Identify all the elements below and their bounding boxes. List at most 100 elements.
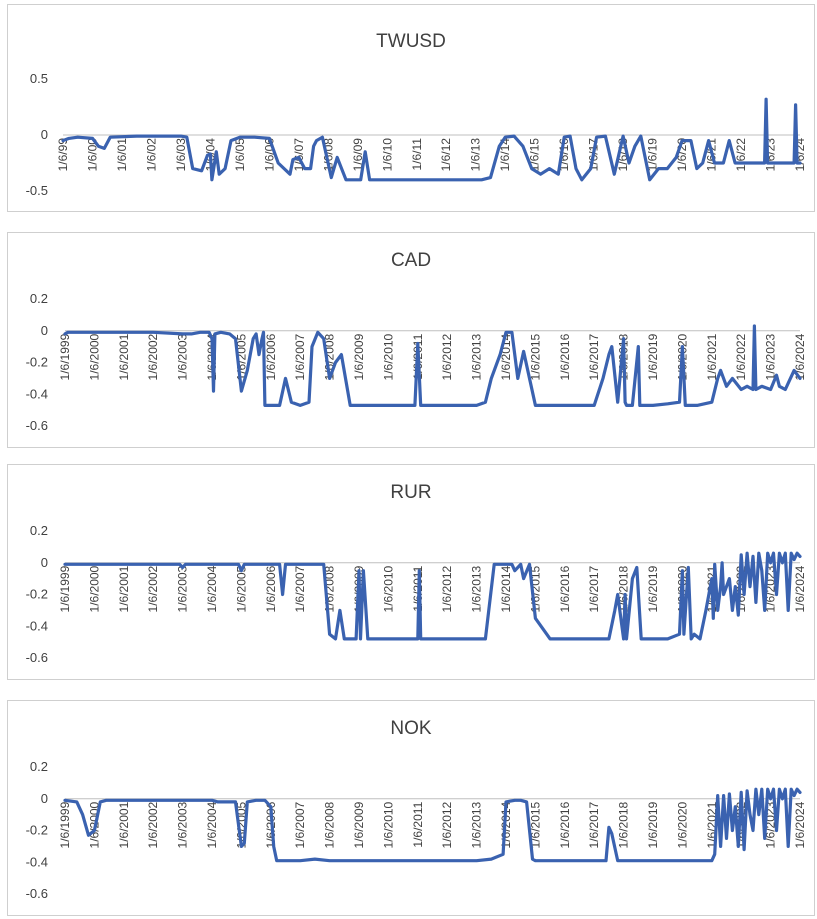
x-tick-label: 1/6/22 <box>734 138 748 172</box>
x-tick-label: 1/6/2004 <box>205 565 219 612</box>
chart-cad: CAD 0.2 0 -0.2 -0.4 -0.6 1/6/1999 1/6/2000 1/6/2… <box>26 250 807 433</box>
y-tick-label: 0.5 <box>30 71 48 86</box>
x-tick-label: 1/6/2015 <box>528 801 542 848</box>
x-tick-label: 1/6/1999 <box>58 565 72 612</box>
x-tick-label: 1/6/10 <box>380 138 394 172</box>
x-tick-label: 1/6/2006 <box>264 565 278 612</box>
series-line-rur <box>63 551 802 641</box>
x-tick-label: 1/6/2004 <box>205 801 219 848</box>
x-tick-label: 1/6/2012 <box>440 333 454 380</box>
x-tick-label: 1/6/2010 <box>381 565 395 612</box>
y-tick-label: -0.2 <box>26 587 48 602</box>
x-tick-label: 1/6/2019 <box>646 333 660 380</box>
x-tick-label: 1/6/09 <box>351 138 365 172</box>
x-tick-label: 1/6/2024 <box>793 565 807 612</box>
chart-rur: RUR 0.2 0 -0.2 -0.4 -0.6 1/6/1999 1/6/2000 1/6/2… <box>26 482 807 665</box>
x-tick-label: 1/6/1999 <box>58 333 72 380</box>
y-tick-label: 0.2 <box>30 759 48 774</box>
chart-panel-nok: NOK 0.2 0 -0.2 -0.4 -0.6 1/6/1999 1/6/2000 1/6/2… <box>7 700 815 916</box>
y-tick-label: 0 <box>41 555 48 570</box>
y-tick-label: -0.6 <box>26 886 48 901</box>
series-line-cad <box>63 324 802 407</box>
y-tick-label: -0.2 <box>26 823 48 838</box>
chart-twusd: TWUSD 0.5 0 -0.5 1/6/99 1/6/00 1/6/01 1/6/02 1/6… <box>26 31 807 198</box>
x-tick-label: 1/6/2013 <box>470 801 484 848</box>
x-tick-label: 1/6/2002 <box>146 565 160 612</box>
x-tick-label: 1/6/2010 <box>381 801 395 848</box>
x-tick-label: 1/6/2016 <box>558 801 572 848</box>
x-tick-label: 1/6/2014 <box>499 333 513 380</box>
x-tick-label: 1/6/13 <box>469 138 483 172</box>
chart-panel-rur: RUR 0.2 0 -0.2 -0.4 -0.6 1/6/1999 1/6/2000 1/6/2… <box>7 464 815 680</box>
x-tick-label: 1/6/2003 <box>176 565 190 612</box>
x-tick-label: 1/6/05 <box>233 138 247 172</box>
x-tick-label: 1/6/2012 <box>440 565 454 612</box>
y-tick-label: -0.4 <box>26 618 48 633</box>
x-tick-label: 1/6/2009 <box>352 333 366 380</box>
x-tick-label: 1/6/2018 <box>617 801 631 848</box>
x-tick-label: 1/6/14 <box>498 138 512 172</box>
x-tick-label: 1/6/2000 <box>87 333 101 380</box>
y-tick-label: -0.5 <box>26 183 48 198</box>
x-tick-label: 1/6/03 <box>174 138 188 172</box>
x-tick-label: 1/6/01 <box>115 138 129 172</box>
x-tick-label: 1/6/2014 <box>499 565 513 612</box>
x-tick-label: 1/6/2016 <box>558 333 572 380</box>
series-line-twusd <box>61 97 802 182</box>
x-tick-label: 1/6/2021 <box>705 333 719 380</box>
x-tick-label: 1/6/2001 <box>117 565 131 612</box>
y-tick-label: -0.4 <box>26 854 48 869</box>
y-tick-label: 0 <box>41 323 48 338</box>
x-tick-label: 1/6/2007 <box>293 333 307 380</box>
y-tick-label: 0.2 <box>30 523 48 538</box>
x-tick-label: 1/6/2019 <box>646 565 660 612</box>
chart-title-cad: CAD <box>391 250 431 271</box>
y-tick-label: -0.6 <box>26 418 48 433</box>
x-tick-label: 1/6/2017 <box>587 333 601 380</box>
x-tick-label: 1/6/2003 <box>176 333 190 380</box>
x-tick-label: 1/6/2011 <box>411 801 425 847</box>
chart-panel-twusd: TWUSD 0.5 0 -0.5 1/6/99 1/6/00 1/6/01 1/6/02 1/6… <box>7 4 815 212</box>
chart-panel-cad: CAD 0.2 0 -0.2 -0.4 -0.6 1/6/1999 1/6/2000 1/6/2… <box>7 232 815 448</box>
x-tick-label: 1/6/2005 <box>234 565 248 612</box>
x-tick-label: 1/6/2020 <box>675 801 689 848</box>
x-tick-label: 1/6/12 <box>439 138 453 172</box>
x-tick-label: 1/6/2007 <box>293 801 307 848</box>
x-tick-label: 1/6/02 <box>144 138 158 172</box>
x-tick-label: 1/6/2000 <box>87 565 101 612</box>
x-tick-label: 1/6/19 <box>646 138 660 172</box>
x-tick-label: 1/6/2007 <box>293 565 307 612</box>
x-tick-label: 1/6/2013 <box>470 333 484 380</box>
x-tick-label: 1/6/2013 <box>470 565 484 612</box>
x-tick-label: 1/6/2006 <box>264 333 278 380</box>
x-tick-label: 1/6/2017 <box>587 801 601 848</box>
x-tick-label: 1/6/2022 <box>734 333 748 380</box>
y-tick-label: 0 <box>41 127 48 142</box>
x-tick-label: 1/6/2012 <box>440 801 454 848</box>
x-tick-label: 1/6/2017 <box>587 565 601 612</box>
x-tick-label: 1/6/2023 <box>764 333 778 380</box>
x-tick-label: 1/6/2001 <box>117 801 131 848</box>
x-tick-label: 1/6/2024 <box>793 333 807 380</box>
y-tick-label: 0.2 <box>30 291 48 306</box>
x-tick-label: 1/6/2009 <box>352 801 366 848</box>
x-tick-label: 1/6/2010 <box>381 333 395 380</box>
x-tick-label: 1/6/11 <box>410 138 424 171</box>
y-tick-label: -0.2 <box>26 355 48 370</box>
x-tick-label: 1/6/2024 <box>793 801 807 848</box>
series-line-nok <box>63 787 802 863</box>
x-tick-label: 1/6/2002 <box>146 801 160 848</box>
y-tick-label: 0 <box>41 791 48 806</box>
x-tick-label: 1/6/2016 <box>558 565 572 612</box>
x-tick-label: 1/6/1999 <box>58 801 72 848</box>
x-tick-label: 1/6/2002 <box>146 333 160 380</box>
x-tick-label: 1/6/2015 <box>528 333 542 380</box>
chart-title-rur: RUR <box>390 482 431 503</box>
y-tick-label: -0.4 <box>26 386 48 401</box>
x-tick-label: 1/6/2001 <box>117 333 131 380</box>
x-tick-label: 1/6/2003 <box>176 801 190 848</box>
x-tick-label: 1/6/2008 <box>323 801 337 848</box>
x-tick-label: 1/6/2019 <box>646 801 660 848</box>
y-tick-label: -0.6 <box>26 650 48 665</box>
